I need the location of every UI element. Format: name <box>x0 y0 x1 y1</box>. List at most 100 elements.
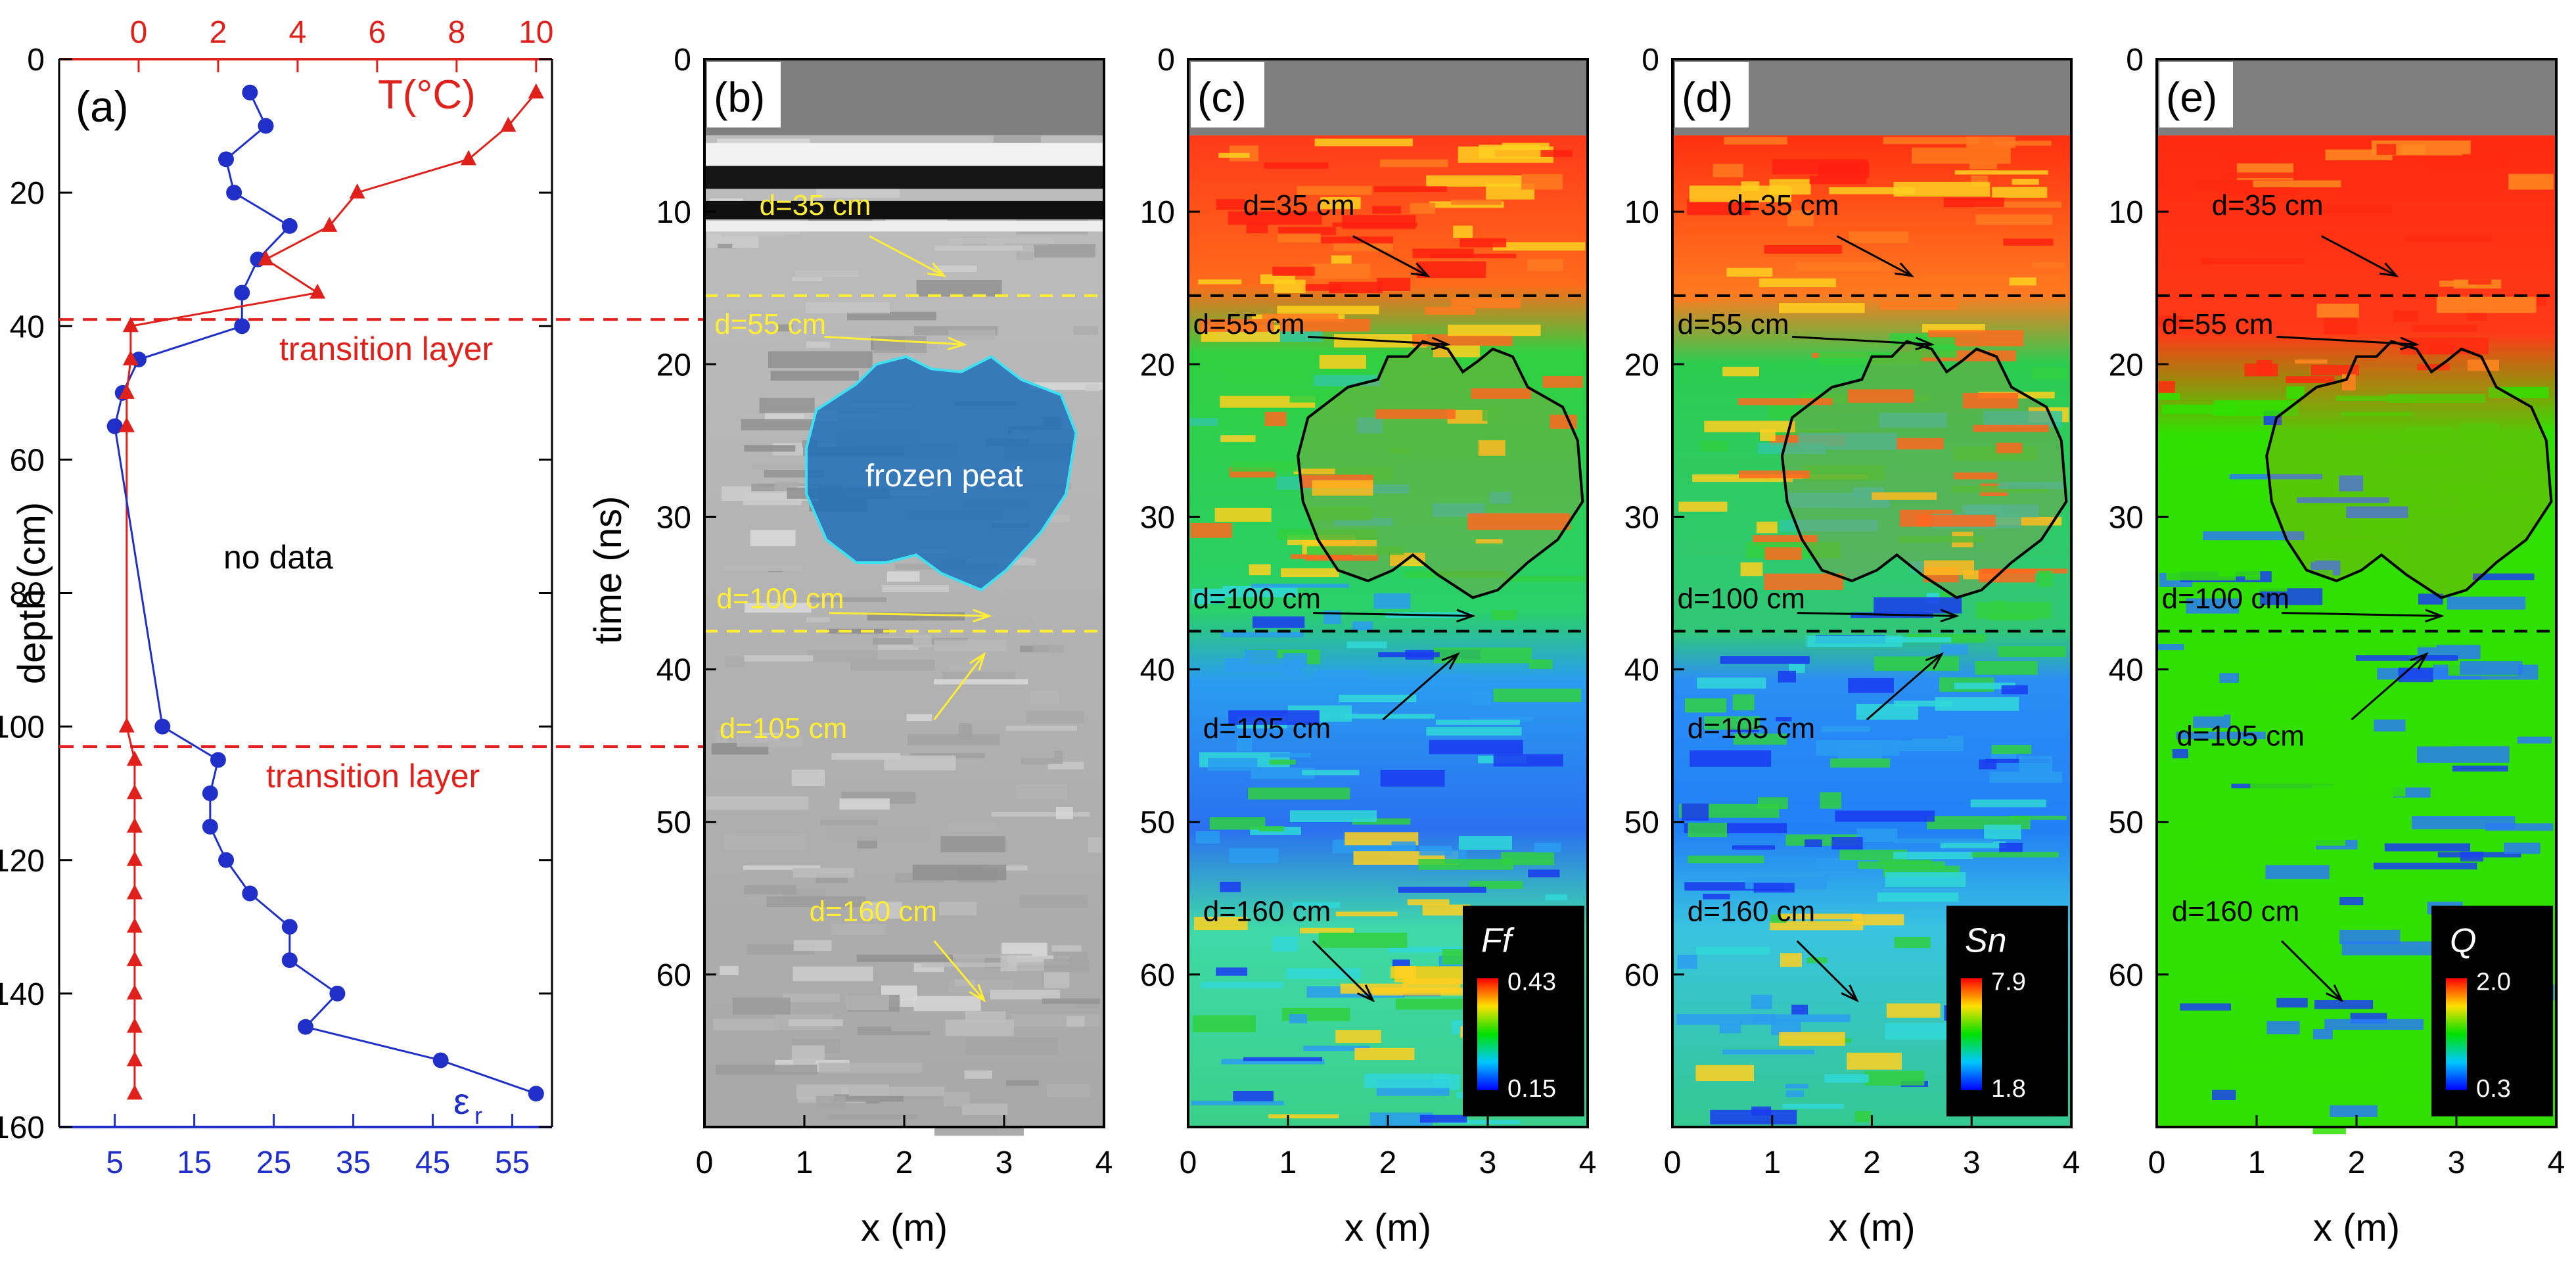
texture-streak <box>1438 1120 1521 1124</box>
y-tick-label: 0 <box>1157 43 1175 78</box>
texture-streak <box>2266 1021 2300 1034</box>
texture-streak <box>1320 197 1361 210</box>
texture-streak <box>1479 145 1541 158</box>
texture-streak <box>1199 319 1274 332</box>
texture-streak <box>1690 750 1772 767</box>
texture-streak <box>1753 1014 1851 1023</box>
texture-streak <box>2247 584 2288 592</box>
depth-annotation: d=105 cm <box>720 712 847 745</box>
texture-streak <box>1501 852 1554 865</box>
x-tick-label: 0 <box>1180 1145 1197 1180</box>
texture-streak <box>967 617 1033 624</box>
texture-streak <box>2001 685 2028 695</box>
texture-streak <box>1316 670 1366 687</box>
x-tick-label: 2 <box>1863 1145 1881 1180</box>
annotation-arrow <box>1382 653 1459 721</box>
texture-streak <box>1208 758 1258 772</box>
y-tick-label: 50 <box>1140 806 1175 841</box>
texture-streak <box>1779 1032 1845 1046</box>
panel-b: frozen peat d=35 cm d=55 cm d=100 cm d=105 c… <box>587 43 1113 1249</box>
texture-streak <box>1302 284 1342 291</box>
texture-streak <box>2355 655 2458 661</box>
texture-streak <box>2460 851 2484 862</box>
texture-streak <box>2031 367 2069 379</box>
texture-streak <box>1767 428 1840 436</box>
texture-streak <box>1300 927 1354 934</box>
texture-streak <box>1780 953 1802 967</box>
texture-streak <box>1419 1115 1467 1123</box>
texture-streak <box>1044 972 1070 988</box>
texture-streak <box>1874 597 1962 614</box>
bottom-tick-label: 25 <box>256 1145 291 1180</box>
x-axis-label: x (m) <box>1345 1207 1431 1249</box>
texture-streak <box>1006 1080 1039 1086</box>
texture-streak <box>2412 325 2477 333</box>
texture-streak <box>1289 810 1377 823</box>
depth-annotation: d=35 cm <box>2212 189 2324 221</box>
texture-streak <box>2176 731 2266 739</box>
colorbar-gradient <box>2446 978 2467 1090</box>
depth-annotation: d=100 cm <box>2162 583 2289 615</box>
texture-streak <box>1395 998 1464 1010</box>
texture-streak <box>2226 660 2277 668</box>
annotation-arrow <box>1308 336 1448 346</box>
texture-streak <box>932 265 977 273</box>
colorbar-gradient <box>1477 978 1498 1090</box>
texture-streak <box>1246 223 1268 234</box>
texture-streak <box>2164 646 2259 658</box>
annotation-arrow <box>2351 653 2427 721</box>
y-tick-label: 120 <box>0 844 45 879</box>
texture-streak <box>732 998 791 1015</box>
texture-streak <box>1998 646 2066 657</box>
texture-streak <box>1356 417 1383 434</box>
texture-streak <box>1047 1083 1090 1097</box>
texture-streak <box>743 865 821 870</box>
depth-annotation: d=35 cm <box>1243 189 1355 221</box>
texture-streak <box>1764 547 1802 560</box>
texture-streak <box>1975 214 2053 225</box>
texture-streak <box>977 925 1063 934</box>
texture-streak <box>1017 783 1068 799</box>
texture-streak <box>1249 564 1271 576</box>
texture-streak <box>2256 359 2272 376</box>
texture-streak <box>2465 483 2493 496</box>
texture-streak <box>1893 839 1993 844</box>
texture-streak <box>886 571 920 582</box>
texture-streak <box>1975 602 2052 619</box>
texture-streak <box>1335 1030 1381 1043</box>
texture-streak <box>2010 816 2067 820</box>
texture-streak <box>1193 1015 1256 1032</box>
texture-streak <box>2467 359 2499 371</box>
texture-streak <box>1700 440 1728 451</box>
texture-streak <box>789 1019 843 1026</box>
texture-streak <box>2325 149 2393 160</box>
texture-streak <box>1733 733 1787 745</box>
annotation-arrow <box>1796 940 1858 1002</box>
texture-streak <box>2037 570 2053 587</box>
depth-annotation: d=100 cm <box>716 583 844 615</box>
y-tick-label: 10 <box>1624 195 1659 230</box>
x-tick-label: 1 <box>1279 1145 1297 1180</box>
y-tick-label: 20 <box>656 348 691 382</box>
texture-streak <box>1695 1065 1755 1082</box>
y-tick-label: 60 <box>10 443 45 478</box>
texture-streak <box>1245 649 1277 659</box>
texture-streak <box>2489 468 2532 480</box>
texture-streak <box>1732 694 1755 710</box>
texture-streak <box>1697 678 1766 689</box>
texture-streak <box>791 1045 825 1061</box>
texture-streak <box>948 238 1053 244</box>
texture-streak <box>1999 842 2023 853</box>
texture-streak <box>1055 806 1073 819</box>
texture-streak <box>933 679 1028 685</box>
texture-streak <box>1785 1084 1808 1089</box>
texture-streak <box>1331 255 1352 265</box>
texture-streak <box>1293 902 1341 908</box>
texture-streak <box>862 902 902 919</box>
texture-streak <box>1874 656 1960 671</box>
x-tick-label: 4 <box>1579 1145 1597 1180</box>
texture-streak <box>1380 770 1445 787</box>
texture-streak <box>793 1058 816 1065</box>
texture-streak <box>1971 852 2059 858</box>
eps_r-point <box>210 752 226 768</box>
